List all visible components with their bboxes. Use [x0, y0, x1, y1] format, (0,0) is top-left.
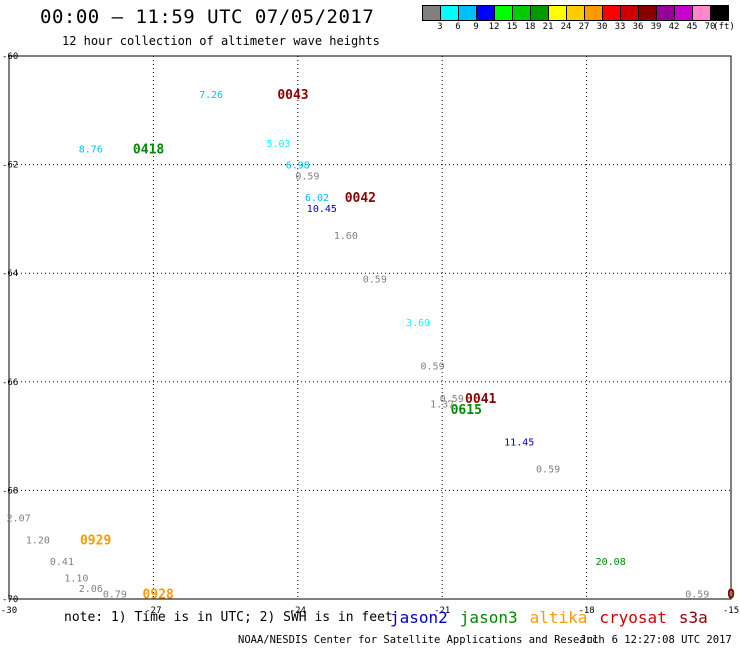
- colorbar-swatch: [711, 6, 728, 20]
- wave-height-label: 7.26: [199, 90, 223, 101]
- colorbar-unit: (ft): [713, 22, 735, 32]
- wave-height-label: 1.60: [334, 231, 358, 242]
- x-tick-label: -27: [145, 606, 161, 616]
- pass-time-label: 0929: [80, 533, 111, 548]
- colorbar-tick-label: 42: [668, 22, 680, 32]
- wave-height-label: 20.08: [596, 557, 626, 568]
- x-tick-label: -21: [434, 606, 450, 616]
- pass-time-label: 0042: [345, 191, 376, 206]
- colorbar-swatch: [459, 6, 477, 20]
- colorbar-swatch: [567, 6, 585, 20]
- colorbar-tick-label: 45: [686, 22, 698, 32]
- wave-height-label: 0.59: [421, 362, 445, 373]
- colorbar-tick-label: 21: [542, 22, 554, 32]
- colorbar-tick-label: 33: [614, 22, 626, 32]
- colorbar-swatch: [621, 6, 639, 20]
- wave-height-label: 11.45: [504, 438, 534, 449]
- pass-time-label: 0041: [465, 392, 496, 407]
- colorbar-tick-label: 27: [578, 22, 590, 32]
- plot-frame: [8, 55, 732, 600]
- wave-height-label: 2.06: [79, 584, 103, 595]
- satellite-legend-item: jason3: [459, 608, 518, 627]
- wave-height-label: 0.41: [50, 557, 74, 568]
- colorbar-tick-label: 3: [437, 22, 443, 32]
- wave-height-label: 2.07: [7, 514, 31, 525]
- footer-note: note: 1) Time is in UTC; 2) SWH is in fe…: [64, 610, 393, 625]
- satellite-legend-item: cryosat: [599, 608, 667, 627]
- colorbar-swatch: [531, 6, 549, 20]
- y-tick-label: -66: [2, 378, 18, 388]
- wave-height-label: 0.59: [536, 465, 560, 476]
- colorbar-tick-label: 24: [560, 22, 572, 32]
- x-tick-label: -18: [578, 606, 594, 616]
- colorbar: [422, 5, 729, 21]
- colorbar-tick-label: 18: [524, 22, 536, 32]
- colorbar-tick-label: 12: [488, 22, 500, 32]
- colorbar-swatch: [423, 6, 441, 20]
- wave-height-label: 6.98: [286, 161, 310, 172]
- y-tick-label: -64: [2, 269, 18, 279]
- wave-height-label: 10.45: [307, 204, 337, 215]
- satellite-legend-item: s3a: [678, 608, 708, 627]
- x-tick-label: -15: [723, 606, 739, 616]
- colorbar-tick-label: 6: [455, 22, 461, 32]
- wave-height-label: 1.20: [26, 535, 50, 546]
- colorbar-tick-label: 9: [473, 22, 479, 32]
- colorbar-swatch: [585, 6, 603, 20]
- wave-height-label: 0.59: [685, 590, 709, 601]
- colorbar-tick-label: 36: [632, 22, 644, 32]
- colorbar-labels: 3 6 9 12 15 18 21 24 27 30 33 36 39 42 45 70 (ft): [422, 22, 740, 34]
- wave-height-label: 6.02: [305, 193, 329, 204]
- y-tick-label: -62: [2, 161, 18, 171]
- footer-timestamp: Jul 6 12:27:08 UTC 2017: [580, 634, 732, 646]
- wave-height-label: 0.79: [103, 590, 127, 601]
- x-tick-label: -24: [290, 606, 306, 616]
- satellite-legend-item: altika: [529, 608, 588, 627]
- colorbar-swatch: [513, 6, 531, 20]
- colorbar-swatch: [657, 6, 675, 20]
- wave-height-label: 1.10: [64, 573, 88, 584]
- wave-height-label: 0.59: [440, 394, 464, 405]
- pass-time-label: 0928: [143, 588, 174, 603]
- colorbar-swatch: [495, 6, 513, 20]
- colorbar-swatch: [477, 6, 495, 20]
- wave-height-label: 1.37: [430, 400, 454, 411]
- wave-height-label: 5.03: [266, 139, 290, 150]
- y-tick-label: -60: [2, 52, 18, 62]
- colorbar-tick-label: 39: [650, 22, 662, 32]
- y-tick-label: -70: [2, 595, 18, 605]
- pass-time-label: 0: [727, 588, 735, 603]
- wave-height-label: 0.59: [363, 275, 387, 286]
- wave-height-label: 3.69: [406, 318, 430, 329]
- x-tick-label: -30: [1, 606, 17, 616]
- colorbar-swatch: [675, 6, 693, 20]
- footer-credit: NOAA/NESDIS Center for Satellite Applica…: [238, 634, 605, 646]
- wave-height-label: 0.59: [295, 171, 319, 182]
- wave-height-label: 8.76: [79, 144, 103, 155]
- colorbar-tick-label: 30: [596, 22, 608, 32]
- colorbar-swatch: [549, 6, 567, 20]
- chart-title: 00:00 – 11:59 UTC 07/05/2017: [40, 6, 375, 28]
- colorbar-tick-label: 15: [506, 22, 518, 32]
- pass-time-label: 0615: [451, 403, 482, 418]
- colorbar-swatch: [639, 6, 657, 20]
- y-tick-label: -68: [2, 486, 18, 496]
- colorbar-tick-label: 70: [704, 22, 716, 32]
- chart-subtitle: 12 hour collection of altimeter wave hei…: [62, 34, 380, 48]
- colorbar-swatch: [693, 6, 711, 20]
- pass-time-label: 0418: [133, 142, 164, 157]
- satellite-legend: jason2 jason3 altika cryosat s3a: [390, 608, 720, 627]
- colorbar-swatch: [441, 6, 459, 20]
- satellite-legend-item: jason2: [390, 608, 448, 627]
- pass-time-label: 0043: [277, 88, 308, 103]
- colorbar-swatch: [603, 6, 621, 20]
